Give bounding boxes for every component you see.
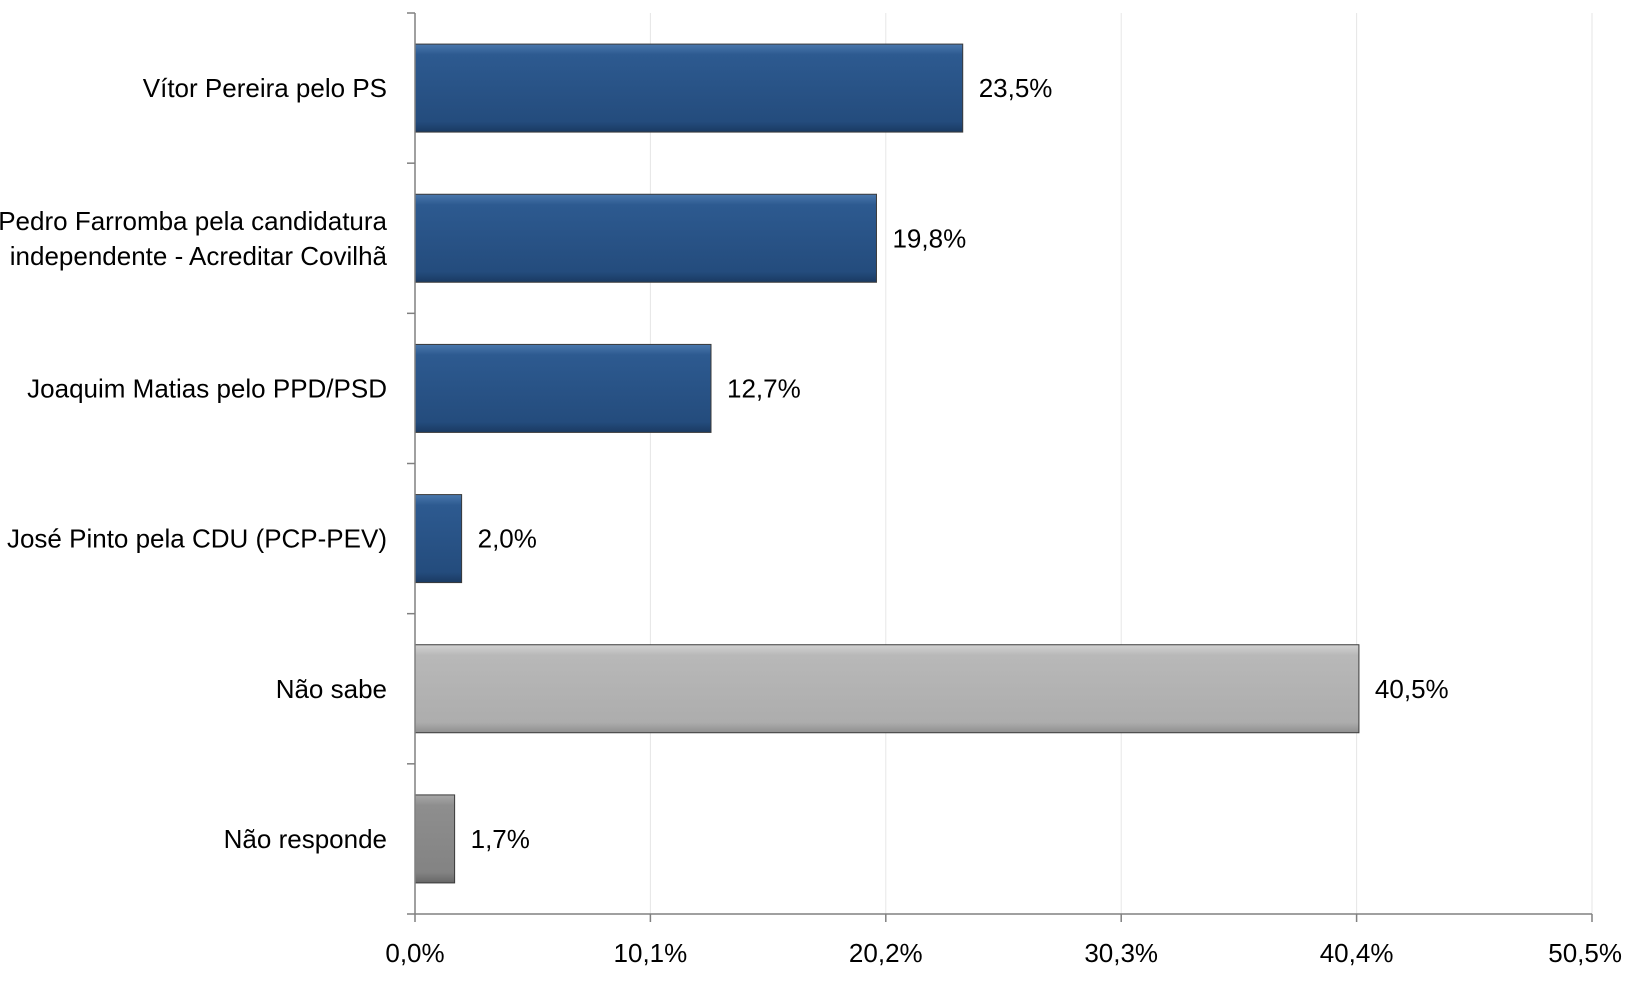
- bar: [414, 494, 463, 584]
- axes: [407, 12, 1593, 922]
- grid-lines: [649, 13, 1593, 914]
- bar: [414, 644, 1360, 734]
- x-tick-label: 20,2%: [849, 938, 923, 968]
- data-label: 19,8%: [892, 223, 966, 253]
- data-label: 2,0%: [478, 524, 537, 554]
- category-label: Pedro Farromba pela candidatura: [0, 206, 388, 236]
- bar: [414, 43, 964, 133]
- bar: [414, 343, 712, 433]
- category-label: Não responde: [224, 824, 387, 854]
- x-tick-label: 50,5%: [1548, 938, 1622, 968]
- bar: [414, 193, 877, 283]
- data-label: 12,7%: [727, 373, 801, 403]
- x-tick-label: 0,0%: [385, 938, 444, 968]
- data-label: 1,7%: [471, 824, 530, 854]
- category-label: Joaquim Matias pelo PPD/PSD: [27, 373, 387, 403]
- category-label: Não sabe: [276, 674, 387, 704]
- category-label: José Pinto pela CDU (PCP-PEV): [7, 524, 387, 554]
- bars: [414, 43, 1360, 884]
- bar: [414, 794, 456, 884]
- data-label: 23,5%: [979, 73, 1053, 103]
- data-label: 40,5%: [1375, 674, 1449, 704]
- labels: 23,5% 19,8% 12,7% 2,0% 40,5% 1,7% Vítor Pereir…: [0, 73, 1622, 968]
- x-tick-label: 30,3%: [1084, 938, 1158, 968]
- x-tick-label: 10,1%: [614, 938, 688, 968]
- category-label: Vítor Pereira pelo PS: [143, 73, 387, 103]
- category-label: independente - Acreditar Covilhã: [10, 241, 388, 271]
- x-tick-label: 40,4%: [1320, 938, 1394, 968]
